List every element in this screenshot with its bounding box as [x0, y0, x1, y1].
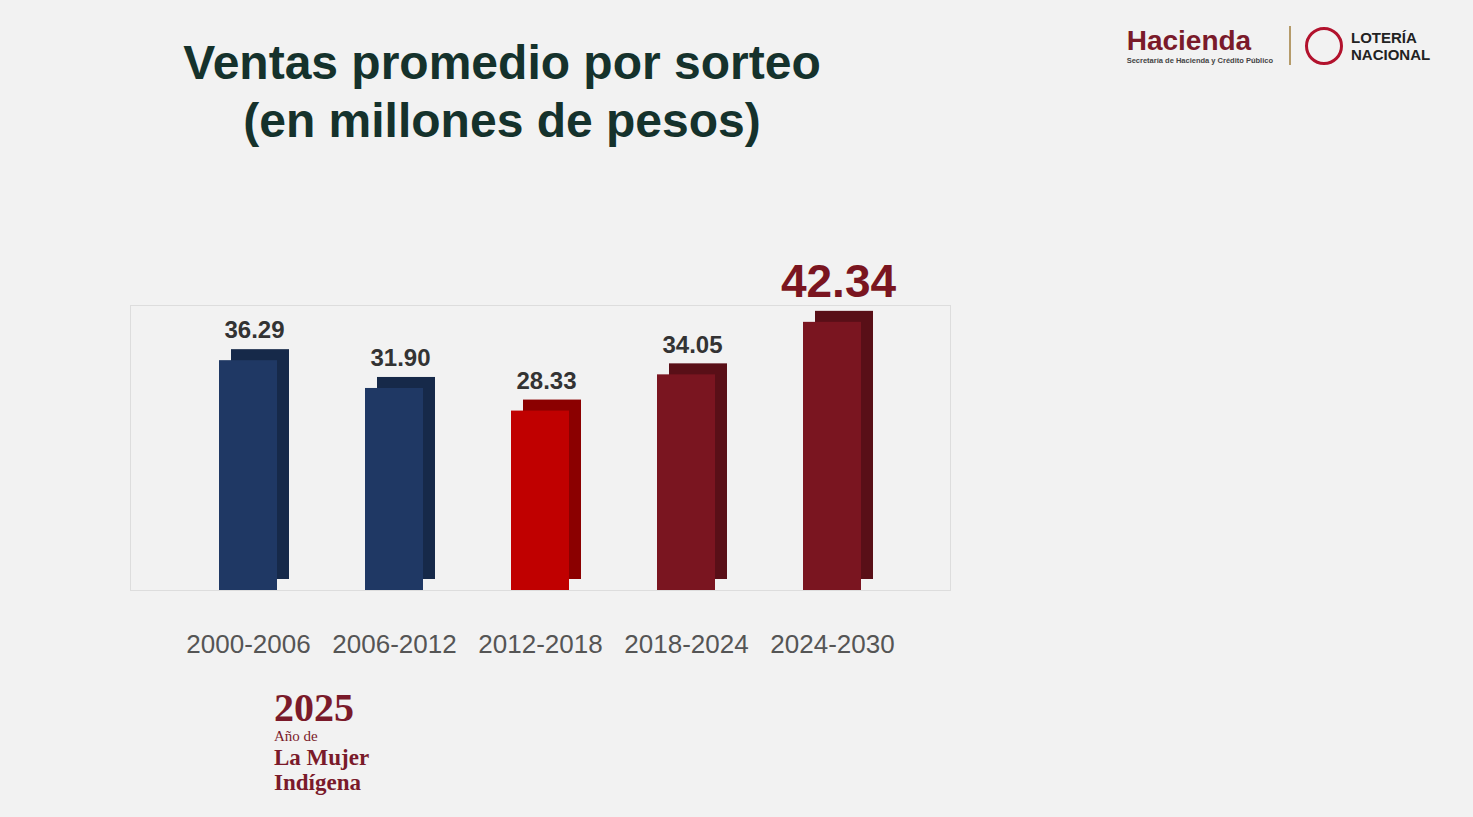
svg-text:31.90: 31.90 [370, 344, 430, 371]
html-text:Año de: Año de [274, 728, 318, 744]
svg-text:2000-2006: 2000-2006 [186, 629, 310, 659]
html-text:La Mujer Indígena: La Mujer Indígena [274, 745, 369, 795]
html-text:(en millones de pesos): (en millones de pesos) [243, 94, 761, 147]
html-text:Hacienda: Hacienda [1126, 25, 1252, 56]
svg-text:2012-2018: 2012-2018 [478, 629, 602, 659]
svg-text:36.29: 36.29 [224, 316, 284, 343]
html-text:2025: 2025 [274, 685, 354, 730]
svg-text:28.33: 28.33 [516, 367, 576, 394]
html-text:Ventas promedio por sorteo: Ventas promedio por sorteo [183, 36, 821, 89]
svg-text:42.34: 42.34 [781, 255, 897, 307]
html-text:Secretaría de Hacienda y Crédi: Secretaría de Hacienda y Crédito Público [1126, 56, 1273, 65]
svg-text:2024-2030: 2024-2030 [770, 629, 894, 659]
svg-text:2018-2024: 2018-2024 [624, 629, 748, 659]
html-text:LOTERÍA NACIONAL: LOTERÍA NACIONAL [1351, 28, 1431, 63]
svg-text:34.05: 34.05 [662, 331, 722, 358]
svg-text:2006-2012: 2006-2012 [332, 629, 456, 659]
